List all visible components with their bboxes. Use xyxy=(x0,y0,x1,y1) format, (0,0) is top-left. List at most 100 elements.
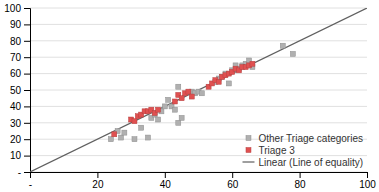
point xyxy=(156,117,161,122)
tick: 100 xyxy=(4,3,30,14)
legend-label: Other Triage categories xyxy=(258,133,363,144)
tick-label: 100 xyxy=(4,3,21,14)
x-axis: - 20 40 60 80 100 xyxy=(29,172,376,190)
series xyxy=(108,43,295,141)
tick: 20 xyxy=(10,134,30,145)
tick: - xyxy=(29,172,32,190)
legend-item: Triage 3 xyxy=(246,145,295,156)
tick-mark xyxy=(24,172,30,173)
tick-label: 90 xyxy=(10,19,22,30)
tick-label: 30 xyxy=(10,118,22,129)
tick-label: 40 xyxy=(160,179,172,190)
point xyxy=(108,137,113,142)
grid-line xyxy=(30,106,367,107)
tick-mark xyxy=(24,24,30,25)
axis-line xyxy=(24,9,31,173)
tick-label: - xyxy=(18,167,21,178)
tick-label: 20 xyxy=(10,134,22,145)
tick: - xyxy=(18,167,30,178)
point xyxy=(250,61,255,66)
tick-label: 50 xyxy=(10,85,22,96)
tick: 90 xyxy=(10,19,30,30)
tick-label: 40 xyxy=(10,101,22,112)
tick-label: 10 xyxy=(10,150,22,161)
axis-line xyxy=(31,173,368,179)
tick: 100 xyxy=(359,172,376,190)
tick-label: 70 xyxy=(10,52,22,63)
point xyxy=(132,137,137,142)
tick-mark xyxy=(24,139,30,140)
tick-mark xyxy=(24,123,30,124)
point xyxy=(139,125,144,130)
tick: 60 xyxy=(10,68,30,79)
legend-swatch xyxy=(242,161,254,162)
legend-item: Other Triage categories xyxy=(246,133,363,144)
tick-mark xyxy=(24,90,30,91)
tick-label: 60 xyxy=(10,68,22,79)
grid-line xyxy=(30,122,367,123)
legend: Other Triage categoriesTriage 3Linear (L… xyxy=(242,133,363,168)
tick: 40 xyxy=(10,101,30,112)
point xyxy=(280,43,285,48)
grid-line xyxy=(30,8,367,9)
tick-label: 20 xyxy=(92,179,104,190)
tick-mark xyxy=(24,57,30,58)
grid-line xyxy=(30,73,367,74)
point xyxy=(179,115,184,120)
point xyxy=(166,97,171,102)
tick-mark xyxy=(300,172,301,178)
tick-mark xyxy=(165,172,166,178)
grid-line xyxy=(30,57,367,58)
tick: 80 xyxy=(10,36,30,47)
point xyxy=(216,79,221,84)
y-axis: - 10 20 30 40 50 60 70 80 90 100 xyxy=(4,3,30,178)
point xyxy=(145,135,150,140)
point xyxy=(172,107,177,112)
series xyxy=(112,61,255,137)
marks xyxy=(30,8,367,172)
point xyxy=(179,96,184,101)
tick-mark xyxy=(24,8,30,9)
legend-swatch xyxy=(246,136,251,141)
point xyxy=(176,120,181,125)
tick-label: 60 xyxy=(227,179,239,190)
tick: 80 xyxy=(295,172,307,190)
tick: 60 xyxy=(227,172,239,190)
line xyxy=(30,8,367,172)
tick: 50 xyxy=(10,85,30,96)
point xyxy=(290,51,295,56)
point xyxy=(176,84,181,89)
chart: - 20 40 60 80 100 - 10 20 30 40 50 60 70 80 90 100 Other … xyxy=(0,0,379,192)
tick-mark xyxy=(24,156,30,157)
tick: 30 xyxy=(10,118,30,129)
legend-item: Linear (Line of equality) xyxy=(242,157,363,168)
tick-label: 80 xyxy=(295,179,307,190)
legend-label: Linear (Line of equality) xyxy=(258,157,363,168)
tick: 70 xyxy=(10,52,30,63)
tick-label: - xyxy=(29,179,32,190)
point xyxy=(112,132,117,137)
point xyxy=(156,107,161,112)
tick-mark xyxy=(97,172,98,178)
point xyxy=(199,91,204,96)
point xyxy=(226,81,231,86)
legend-label: Triage 3 xyxy=(258,145,295,156)
tick: 10 xyxy=(10,150,30,161)
tick-mark xyxy=(24,74,30,75)
tick-mark xyxy=(24,41,30,42)
tick: 20 xyxy=(92,172,104,190)
point xyxy=(118,135,123,140)
point xyxy=(132,119,137,124)
point xyxy=(172,99,177,104)
tick-mark xyxy=(24,106,30,107)
point xyxy=(162,104,167,109)
point xyxy=(186,89,191,94)
grid xyxy=(30,8,367,172)
tick: 40 xyxy=(160,172,172,190)
tick-label: 80 xyxy=(10,36,22,47)
plot-area: - 20 40 60 80 100 - 10 20 30 40 50 60 70 80 90 100 Other … xyxy=(4,3,376,190)
tick-label: 100 xyxy=(359,179,376,190)
point xyxy=(189,94,194,99)
tick-mark xyxy=(232,172,233,178)
legend-swatch xyxy=(246,148,251,153)
